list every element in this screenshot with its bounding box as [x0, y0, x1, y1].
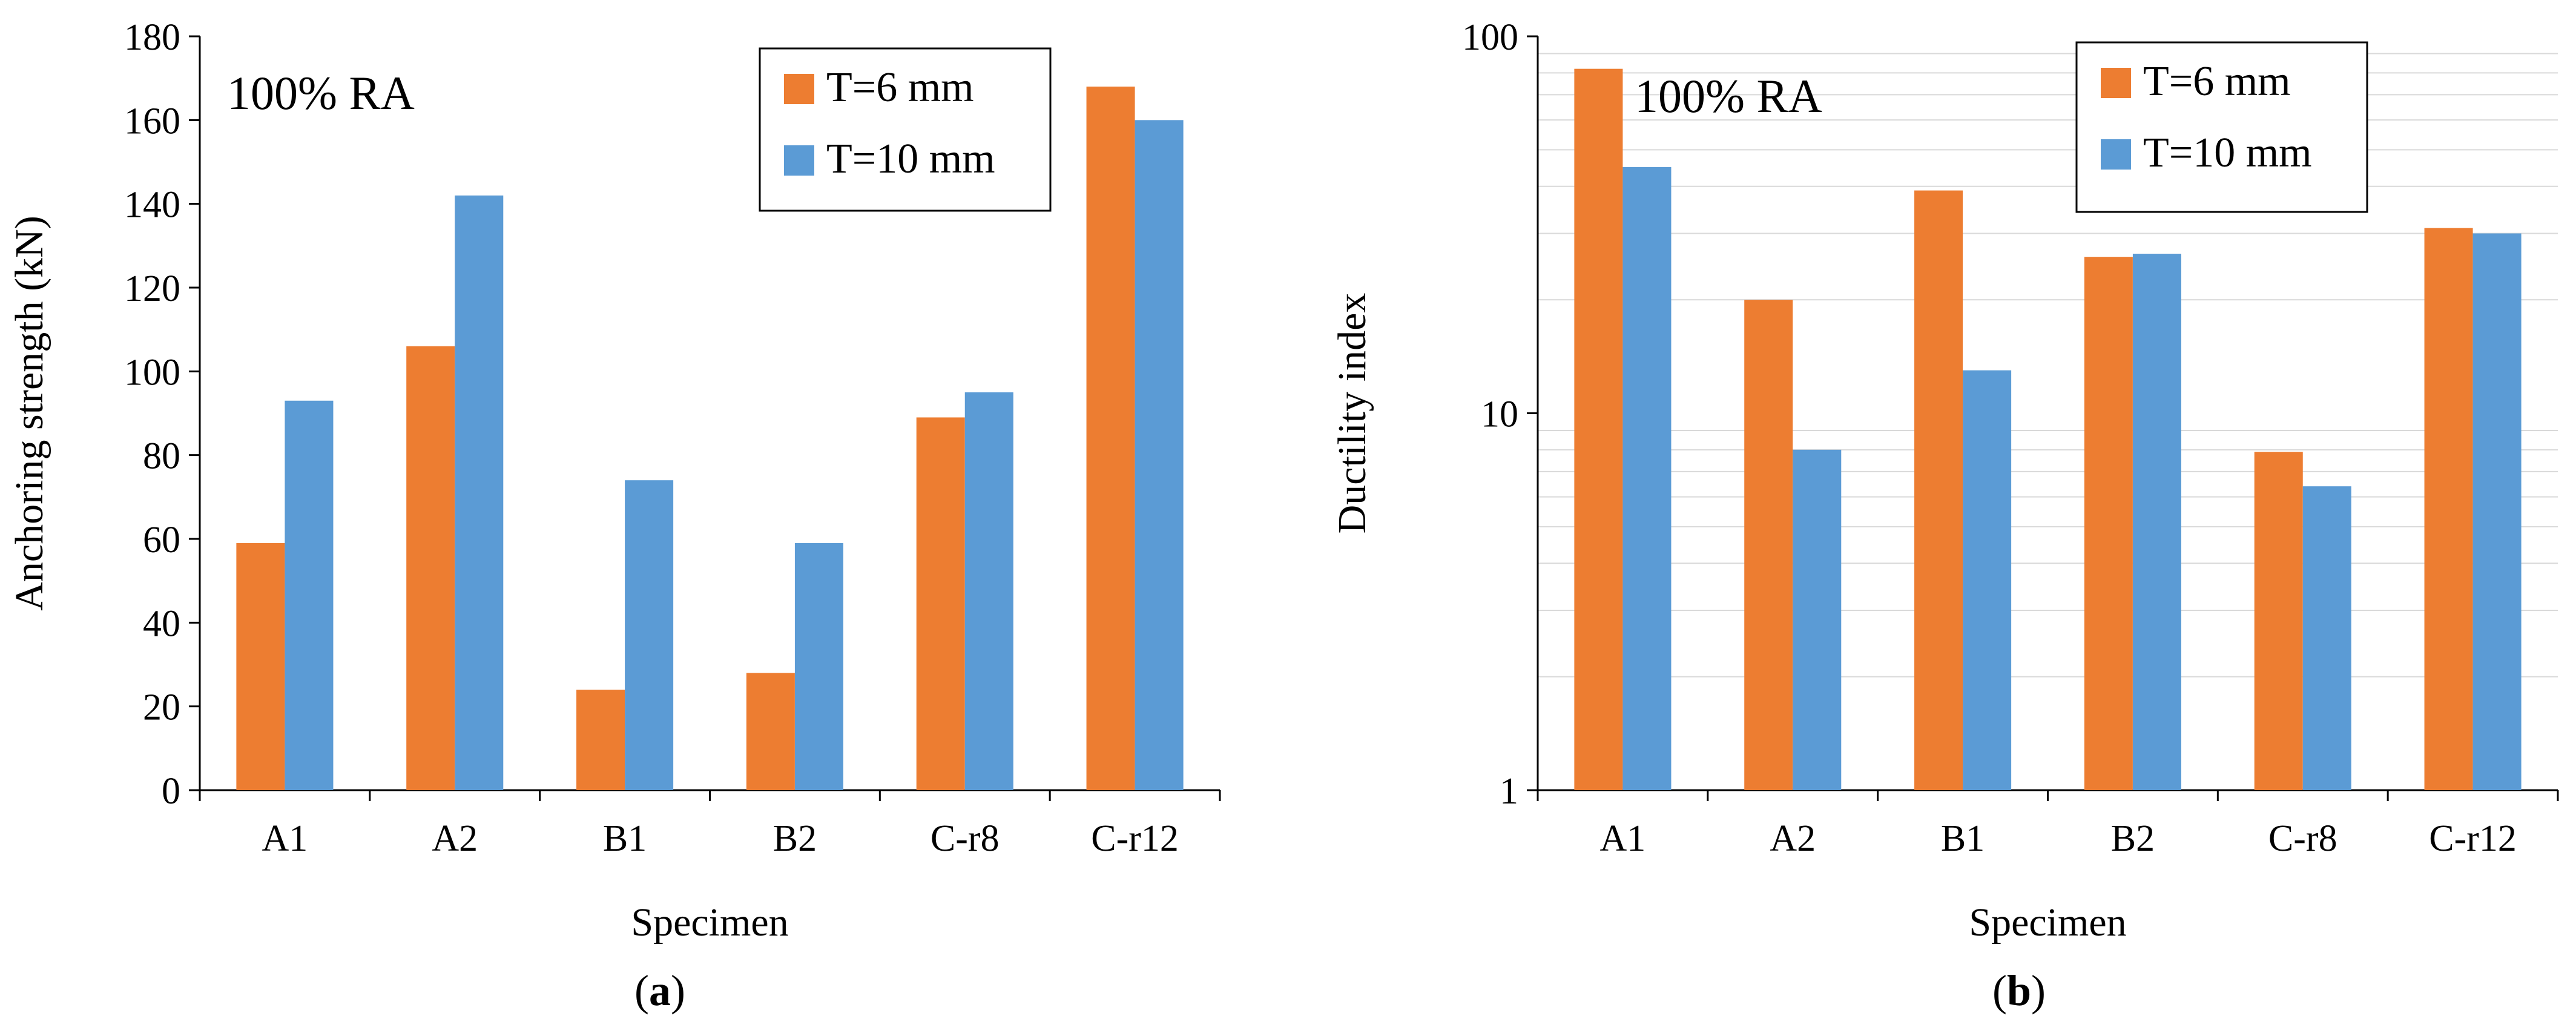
legend-swatch-1	[2101, 68, 2131, 98]
x-tick-label: B2	[2111, 818, 2155, 859]
bar-b1-series-1	[1914, 190, 1963, 791]
y-tick-label: 100	[124, 352, 180, 393]
x-tick-label: A2	[1770, 818, 1816, 859]
bar-a2-series-1	[406, 346, 455, 790]
legend-swatch-2	[784, 145, 814, 176]
y-tick-label: 0	[162, 771, 180, 812]
bar-a2-series-2	[455, 195, 504, 790]
x-axis-label: Specimen	[1969, 900, 2126, 945]
y-tick-label: 60	[143, 520, 180, 561]
y-tick-label: 40	[143, 603, 180, 644]
legend: T=6 mm T=10 mm	[759, 47, 1052, 212]
caption-close: )	[671, 966, 685, 1015]
bar-b1-series-1	[576, 690, 625, 790]
chart-panel-b: 1 10 100 A1 A2 B1 B2 C-r8 C-r12 Specimen Ductility…	[1330, 17, 2559, 1015]
caption-close: )	[2031, 966, 2046, 1015]
bar-c-r8-series-2	[964, 392, 1013, 790]
bar-a2-series-2	[1793, 449, 1842, 790]
x-tick-label: C-r12	[1091, 818, 1179, 859]
x-tick-label: C-r8	[931, 818, 1000, 859]
legend-label-2: T=10 mm	[2143, 130, 2312, 176]
panel-caption: (b)	[1992, 966, 2046, 1015]
legend-swatch-1	[784, 74, 814, 104]
bar-c-r12-series-1	[1086, 87, 1135, 790]
y-axis-label: Ductility index	[1330, 293, 1374, 534]
bar-c-r8-series-1	[916, 417, 965, 790]
x-tick-label: A2	[432, 818, 478, 859]
y-tick-label: 140	[124, 185, 180, 226]
bar-b2-series-2	[794, 543, 843, 790]
bar-c-r12-series-1	[2424, 228, 2473, 791]
bar-b2-series-2	[2132, 254, 2181, 791]
caption-open: (	[634, 966, 649, 1015]
y-tick-label: 10	[1481, 394, 1518, 435]
bar-a2-series-1	[1744, 300, 1793, 790]
caption-open: (	[1992, 966, 2007, 1015]
x-tick-label: A1	[1600, 818, 1646, 859]
legend-label-1: T=6 mm	[2143, 58, 2291, 105]
caption-letter: b	[2007, 966, 2031, 1015]
x-tick-label: C-r8	[2268, 818, 2337, 859]
x-tick-label: B1	[1941, 818, 1985, 859]
annotation-text: 100% RA	[227, 67, 415, 119]
legend-label-2: T=10 mm	[826, 136, 995, 182]
caption-letter: a	[649, 966, 671, 1015]
bar-c-r12-series-2	[1135, 120, 1184, 790]
bar-a1-series-2	[1622, 167, 1672, 790]
annotation-text: 100% RA	[1635, 70, 1822, 122]
bar-b2-series-1	[2084, 257, 2133, 790]
bar-c-r8-series-2	[2302, 486, 2351, 790]
x-tick-label: B2	[773, 818, 817, 859]
x-axis-label: Specimen	[631, 900, 788, 945]
bar-b1-series-2	[1963, 370, 2012, 790]
y-tick-label: 80	[143, 436, 180, 477]
y-axis-label: Anchoring strength (kN)	[7, 216, 51, 611]
legend-box	[759, 47, 1052, 212]
x-tick-label: C-r12	[2429, 818, 2517, 859]
y-tick-label: 100	[1462, 17, 1518, 58]
y-tick-label: 120	[124, 268, 180, 309]
x-tick-label: B1	[603, 818, 647, 859]
bar-a1-series-1	[236, 543, 285, 790]
bar-a1-series-2	[285, 400, 334, 790]
legend-label-1: T=6 mm	[826, 64, 974, 111]
y-tick-label: 20	[143, 687, 180, 728]
chart-panel-a: 0 20 40 60 80 100 120 140 160 180 A1 A2 B1 B2 C-r8 C-r1…	[7, 17, 1221, 1015]
x-tick-label: A1	[262, 818, 308, 859]
legend-swatch-2	[2101, 139, 2131, 170]
bar-c-r12-series-2	[2472, 233, 2522, 790]
y-tick-label: 180	[124, 17, 180, 58]
bar-a1-series-1	[1574, 68, 1623, 790]
y-tick-label: 1	[1500, 771, 1518, 812]
legend: T=6 mm T=10 mm	[2075, 41, 2368, 213]
bar-b2-series-1	[746, 673, 795, 790]
y-tick-label: 160	[124, 101, 180, 142]
panel-caption: (a)	[634, 966, 685, 1015]
bar-c-r8-series-1	[2254, 452, 2303, 790]
bar-b1-series-2	[625, 480, 674, 790]
